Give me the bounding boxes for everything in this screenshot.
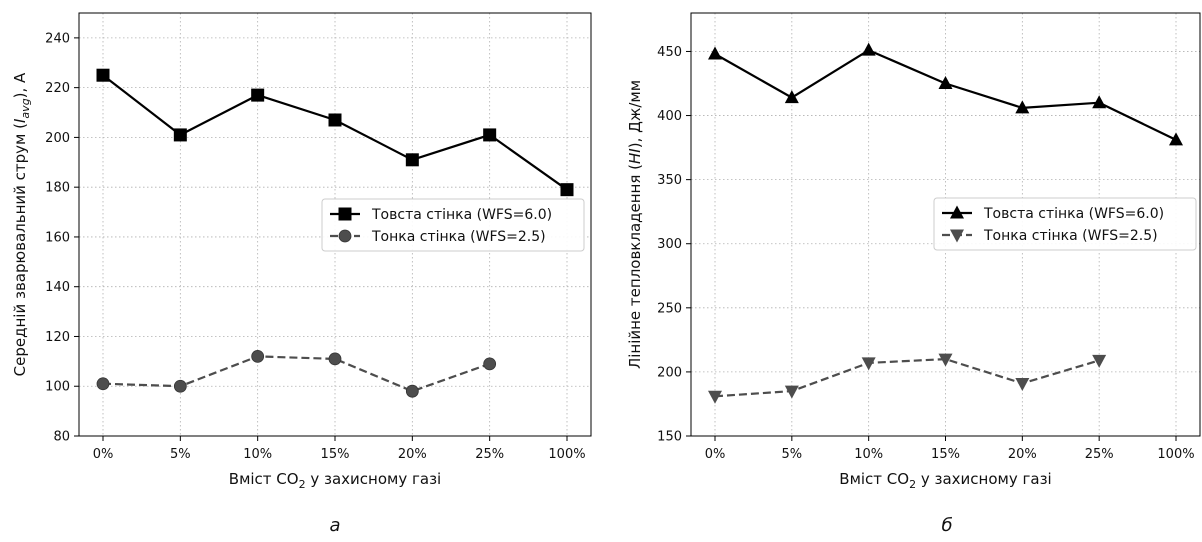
y-tick-label: 220 <box>45 81 70 96</box>
data-point <box>483 357 497 371</box>
series-line <box>102 355 491 393</box>
data-point <box>1015 377 1030 391</box>
x-tick-label: 10% <box>243 447 272 462</box>
y-tick-label: 300 <box>657 237 682 252</box>
panel-label: б <box>941 515 952 536</box>
data-point <box>1169 132 1183 146</box>
y-tick-label: 160 <box>45 230 70 245</box>
y-tick-label: 250 <box>657 301 682 316</box>
legend-entry: Товста стінка (WFS=6.0) <box>983 206 1164 222</box>
y-axis-label: Лінійне тепловкладення (HI), Дж/мм <box>626 80 644 369</box>
y-axis-label: Середній зварювальний струм (Iavg), А <box>11 72 32 376</box>
series-line <box>714 357 1100 398</box>
x-tick-label: 10% <box>854 447 883 462</box>
data-point <box>251 88 265 102</box>
x-tick-label: 0% <box>705 447 726 462</box>
series-1 <box>96 68 574 197</box>
legend-marker <box>338 229 352 243</box>
series-2 <box>708 353 1107 404</box>
legend-marker <box>950 205 964 219</box>
data-point <box>96 68 110 82</box>
y-tick-label: 120 <box>45 330 70 345</box>
data-point <box>861 357 876 371</box>
x-tick-label: 100% <box>548 447 585 462</box>
legend-entry: Тонка стінка (WFS=2.5) <box>983 228 1158 244</box>
data-point <box>251 349 265 363</box>
chart-panel-2: 0% 5% 10% 15% 20% 25% 100% 150 200 250 300 350 400 45… <box>626 12 1201 536</box>
legend: Товста стінка (WFS=6.0) Тонка стінка (WFS… <box>933 197 1197 251</box>
data-point <box>328 113 342 127</box>
x-tick-label: 20% <box>1008 447 1037 462</box>
legend-entry: Товста стінка (WFS=6.0) <box>371 207 552 223</box>
x-axis-label: Вміст CO2 у захисному газі <box>839 470 1051 491</box>
data-point <box>405 384 419 398</box>
legend-box <box>933 197 1197 251</box>
panel-label: а <box>329 515 340 536</box>
y-tick-label: 240 <box>45 31 70 46</box>
data-point <box>861 42 876 56</box>
y-tick-label: 200 <box>45 131 70 146</box>
data-point <box>173 128 187 142</box>
y-tick-label: 100 <box>45 380 70 395</box>
legend-marker <box>950 229 964 243</box>
x-tick-label: 15% <box>931 447 960 462</box>
legend-box <box>321 198 585 252</box>
y-tick-label: 400 <box>657 109 682 124</box>
x-tick-label: 25% <box>475 447 504 462</box>
x-axis-label: Вміст CO2 у захисному газі <box>229 470 441 491</box>
x-tick-label: 100% <box>1157 447 1194 462</box>
data-point <box>96 377 110 391</box>
x-tick-label: 0% <box>93 447 114 462</box>
y-tick-label: 140 <box>45 280 70 295</box>
data-point <box>708 390 722 404</box>
series-line <box>102 74 568 191</box>
chart-panel-1: 0% 5% 10% 15% 20% 25% 100% 80 100 120 140 160 180 200… <box>11 12 592 536</box>
y-tick-label: 200 <box>657 365 682 380</box>
x-tick-label: 15% <box>321 447 350 462</box>
legend-marker <box>338 207 352 221</box>
y-tick-label: 450 <box>657 45 682 60</box>
data-point <box>784 90 799 104</box>
x-tick-label: 20% <box>398 447 427 462</box>
data-point <box>405 153 419 167</box>
data-point <box>938 353 953 367</box>
x-tick-label: 5% <box>782 447 803 462</box>
series-2 <box>96 349 497 398</box>
data-point <box>483 128 497 142</box>
y-tick-label: 180 <box>45 181 70 196</box>
y-tick-label: 350 <box>657 173 682 188</box>
series-1 <box>708 42 1183 146</box>
data-point <box>1092 354 1107 368</box>
x-tick-label: 5% <box>170 447 191 462</box>
data-point <box>1015 100 1030 114</box>
y-tick-label: 80 <box>53 430 70 445</box>
data-point <box>173 379 187 393</box>
legend: Товста стінка (WFS=6.0) Тонка стінка (WFS… <box>321 198 585 252</box>
data-point <box>784 385 799 399</box>
legend-entry: Тонка стінка (WFS=2.5) <box>371 229 546 245</box>
data-point <box>328 352 342 366</box>
data-point <box>1092 95 1107 109</box>
data-point <box>938 76 953 89</box>
x-tick-label: 25% <box>1085 447 1114 462</box>
y-tick-label: 150 <box>657 430 682 445</box>
data-point <box>560 183 574 197</box>
data-point <box>708 46 722 60</box>
